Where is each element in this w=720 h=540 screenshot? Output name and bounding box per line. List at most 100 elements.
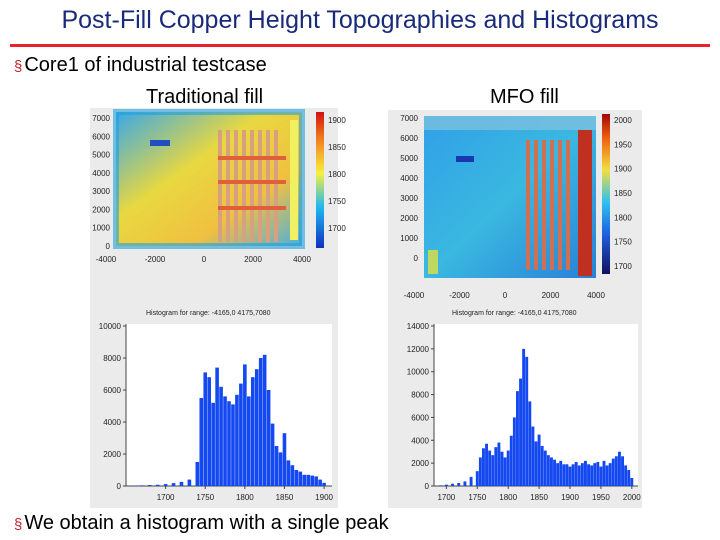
- histogram-bar: [302, 474, 307, 486]
- map-y-tick-label: 0: [414, 254, 419, 263]
- histogram-bar: [270, 423, 275, 486]
- histogram-bar: [223, 396, 227, 486]
- histogram-bar: [559, 460, 563, 486]
- map-x-tick-label: 0: [202, 255, 207, 264]
- map-y-tick-label: 4000: [400, 174, 418, 183]
- histogram-bar: [207, 377, 211, 486]
- histogram-x-tick-label: 1750: [468, 493, 486, 502]
- map-y-tick-label: 1000: [92, 224, 110, 233]
- histogram-bar: [611, 458, 615, 486]
- histogram-x-tick-label: 2000: [623, 493, 641, 502]
- histogram-bar: [525, 356, 529, 486]
- histogram-bar: [282, 433, 287, 486]
- histogram-bar: [254, 369, 259, 486]
- histogram-bar: [522, 348, 526, 486]
- colorbar-tick-label: 1750: [328, 197, 346, 206]
- map-y-tick-label: 2000: [92, 205, 110, 214]
- map-y-tick-label: 3000: [400, 194, 418, 203]
- histogram-bar: [195, 462, 200, 486]
- colorbar-tick-label: 1900: [614, 165, 632, 174]
- histogram-bar: [621, 456, 624, 486]
- map-x-tick-label: -4000: [404, 291, 425, 300]
- histogram-bar: [528, 401, 532, 486]
- histogram-bar: [298, 471, 303, 486]
- map-x-tick-label: -2000: [449, 291, 470, 300]
- histogram-bar: [534, 441, 538, 486]
- right-colorbar: [602, 114, 610, 274]
- colorbar-tick-label: 1800: [614, 213, 632, 222]
- histogram-bar: [262, 354, 267, 486]
- map-y-tick-label: 4000: [92, 169, 110, 178]
- histogram-bar: [250, 377, 255, 486]
- histogram-bar: [537, 434, 541, 486]
- histogram-bar: [562, 464, 566, 486]
- histogram-bar: [593, 463, 597, 486]
- histogram-x-tick-label: 1700: [157, 493, 175, 502]
- histogram-y-tick-label: 14000: [407, 322, 430, 331]
- histogram-bar: [239, 383, 243, 486]
- map-y-tick-label: 6000: [92, 132, 110, 141]
- histogram-bar: [488, 450, 492, 486]
- histogram-bar: [485, 443, 488, 486]
- mfo-fill-histogram: 14000 12000 10000 8000 6000 4000 2000 0 1700 1750…: [407, 322, 642, 502]
- histogram-bar: [512, 417, 516, 486]
- histogram-bar: [546, 455, 550, 486]
- histogram-bar: [519, 378, 522, 486]
- histogram-x-tick-label: 1800: [499, 493, 517, 502]
- histogram-y-tick-label: 2000: [411, 459, 429, 468]
- histogram-bar: [469, 476, 473, 486]
- left-colorbar: [316, 112, 324, 248]
- histogram-bar: [451, 483, 454, 486]
- histogram-y-tick-label: 0: [425, 482, 430, 491]
- histogram-x-tick-label: 1700: [437, 493, 455, 502]
- map-x-tick-label: 2000: [542, 291, 560, 300]
- histogram-bar: [322, 482, 326, 486]
- histogram-bar: [503, 457, 507, 486]
- colorbar-tick-label: 1850: [328, 143, 346, 152]
- colorbar-tick-label: 2000: [614, 116, 632, 125]
- histogram-y-tick-label: 12000: [407, 345, 430, 354]
- histogram-bar: [577, 465, 581, 486]
- histogram-bar: [258, 358, 263, 486]
- histogram-bar: [243, 364, 247, 486]
- map-x-tick-label: 4000: [587, 291, 605, 300]
- histogram-bar: [274, 446, 279, 486]
- histogram-bar: [215, 367, 219, 486]
- histogram-bar: [187, 479, 192, 486]
- colorbar-tick-label: 1900: [328, 116, 346, 125]
- mfo-fill-topography: [424, 114, 610, 278]
- map-x-tick-label: -2000: [145, 255, 166, 264]
- histogram-bar: [457, 483, 461, 486]
- histogram-bar: [310, 475, 314, 486]
- histogram-bar: [509, 435, 513, 486]
- histogram-bar: [602, 460, 606, 486]
- histogram-bar: [306, 474, 311, 486]
- histogram-y-tick-label: 10000: [99, 322, 122, 331]
- histogram-bar: [500, 451, 504, 486]
- colorbar-tick-label: 1950: [614, 140, 632, 149]
- histogram-bar: [179, 481, 184, 486]
- histogram-bar: [590, 465, 594, 486]
- colorbar-tick-label: 1800: [328, 170, 346, 179]
- histogram-y-tick-label: 8000: [103, 354, 121, 363]
- left-histogram-caption: Histogram for range: -4165,0 4175,7080: [146, 310, 271, 317]
- bullet-single-peak-text: We obtain a histogram with a single peak: [24, 512, 389, 534]
- map-y-tick-label: 1000: [400, 234, 418, 243]
- histogram-bar: [614, 456, 618, 486]
- histogram-bar: [516, 391, 519, 486]
- map-y-tick-label: 7000: [92, 114, 110, 123]
- histogram-bar: [199, 398, 204, 486]
- histogram-bar: [266, 390, 271, 486]
- histogram-bar: [227, 401, 231, 486]
- histogram-bar: [163, 484, 168, 486]
- histogram-bar: [290, 465, 295, 486]
- map-y-tick-label: 0: [106, 242, 111, 251]
- histogram-y-tick-label: 2000: [103, 450, 121, 459]
- map-y-tick-label: 5000: [400, 154, 418, 163]
- histogram-bar: [231, 404, 235, 486]
- histogram-x-tick-label: 1850: [530, 493, 548, 502]
- histogram-bar: [314, 476, 318, 486]
- histogram-bar: [587, 464, 590, 486]
- histogram-x-tick-label: 1850: [276, 493, 294, 502]
